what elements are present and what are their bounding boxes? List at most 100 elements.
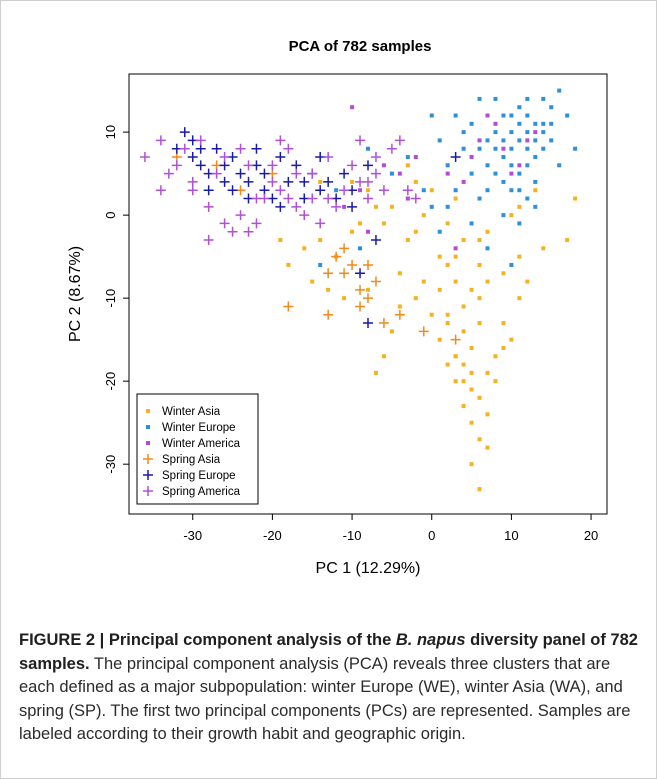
data-point xyxy=(469,171,474,176)
x-tick-label: 10 xyxy=(504,528,518,543)
data-point xyxy=(342,296,347,301)
data-point xyxy=(163,168,174,179)
data-point xyxy=(347,259,358,270)
data-point xyxy=(469,287,474,292)
data-point xyxy=(525,163,530,168)
data-point xyxy=(203,201,214,212)
data-point xyxy=(211,143,222,154)
data-point xyxy=(533,204,538,209)
data-point xyxy=(501,113,506,118)
data-point xyxy=(477,196,482,201)
data-point xyxy=(541,246,546,251)
data-point xyxy=(437,229,442,234)
data-point xyxy=(493,379,498,384)
data-point xyxy=(525,196,530,201)
data-point xyxy=(334,188,339,193)
data-point xyxy=(219,176,230,187)
data-point xyxy=(405,238,410,243)
data-point xyxy=(509,171,514,176)
data-point xyxy=(259,168,270,179)
data-point xyxy=(525,96,530,101)
data-point xyxy=(469,121,474,126)
data-point xyxy=(469,387,474,392)
data-point xyxy=(461,304,466,309)
data-point xyxy=(366,229,370,234)
data-point xyxy=(557,163,562,168)
data-point xyxy=(445,204,450,209)
data-point xyxy=(378,318,389,329)
data-point xyxy=(421,279,426,284)
data-point xyxy=(251,218,262,229)
data-point xyxy=(525,138,530,143)
data-point xyxy=(477,262,482,267)
x-tick-label: -30 xyxy=(183,528,202,543)
data-point xyxy=(318,262,323,267)
data-point xyxy=(461,362,466,367)
data-point xyxy=(339,185,350,196)
data-point xyxy=(339,243,350,254)
legend-marker xyxy=(146,425,150,429)
data-point xyxy=(235,168,246,179)
data-point xyxy=(477,395,482,400)
data-point xyxy=(533,138,538,143)
data-point xyxy=(286,262,291,267)
data-point xyxy=(533,188,538,193)
data-point xyxy=(350,229,355,234)
data-point xyxy=(477,238,482,243)
data-point xyxy=(533,179,538,184)
data-point xyxy=(445,362,450,367)
data-point xyxy=(445,221,450,226)
data-point xyxy=(461,130,466,135)
data-point xyxy=(350,179,355,184)
data-point xyxy=(429,204,434,209)
y-tick-label: 0 xyxy=(103,212,118,219)
legend: Winter Asia Winter Europe Winter America Sp… xyxy=(136,393,259,505)
x-tick-label: -20 xyxy=(263,528,282,543)
data-point xyxy=(275,135,286,146)
x-axis: -30 -20 -10 0 10 20 xyxy=(183,514,598,543)
data-point xyxy=(347,201,358,212)
data-point xyxy=(509,163,514,168)
data-point xyxy=(283,176,294,187)
data-point xyxy=(485,163,490,168)
data-point xyxy=(509,213,514,218)
data-point xyxy=(339,268,350,279)
data-point xyxy=(187,152,198,163)
data-point xyxy=(445,262,450,267)
data-point xyxy=(493,354,498,359)
data-point xyxy=(509,262,514,267)
data-point xyxy=(461,238,466,243)
data-point xyxy=(469,345,474,350)
data-point xyxy=(461,379,466,384)
pca-scatter-plot: PCA of 782 samples -30 -20 -10 0 10 20 -30 -20… xyxy=(67,38,608,577)
data-point xyxy=(323,193,334,204)
data-point xyxy=(358,188,363,193)
data-point xyxy=(453,246,458,251)
data-point xyxy=(469,370,474,375)
data-point xyxy=(493,96,498,101)
data-point xyxy=(373,370,378,375)
data-point xyxy=(557,88,562,93)
data-point xyxy=(363,193,373,204)
data-point xyxy=(283,143,294,154)
series-winter-asia xyxy=(278,163,578,492)
caption-lead-rest: diversity panel of 782 samples. xyxy=(19,631,638,673)
legend-marker xyxy=(146,409,150,413)
data-point xyxy=(291,168,302,179)
legend-label: Spring Europe xyxy=(162,470,236,482)
data-point xyxy=(366,146,370,151)
data-point xyxy=(517,204,522,209)
data-point xyxy=(461,146,466,151)
series-winter-america xyxy=(342,105,538,251)
series-winter-europe xyxy=(318,88,578,267)
data-point xyxy=(517,163,522,168)
data-point xyxy=(355,268,366,279)
data-point xyxy=(370,235,381,246)
data-point xyxy=(381,163,386,168)
data-point xyxy=(477,296,482,301)
data-point xyxy=(219,152,230,163)
data-point xyxy=(318,179,323,184)
caption-body: The principal component analysis (PCA) r… xyxy=(19,654,631,744)
data-point xyxy=(366,188,370,193)
data-point xyxy=(450,334,461,345)
